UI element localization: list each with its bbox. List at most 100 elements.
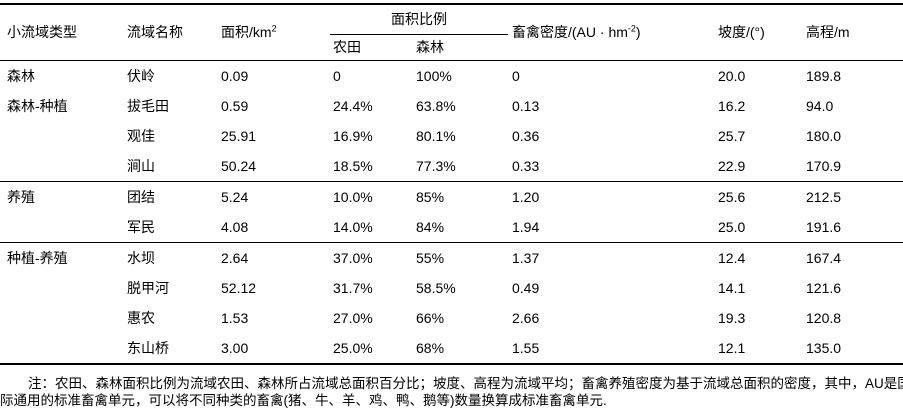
header-area-label: 面积/km	[221, 24, 272, 41]
table-row: 种植-养殖 水坝 2.64 37.0% 55% 1.37 12.4 167.4	[0, 241, 903, 273]
cell-farmland: 37.0%	[330, 241, 413, 273]
cell-slope: 20.0	[718, 67, 746, 84]
cell-farmland: 14.0%	[333, 218, 373, 235]
cell-area: 50.24	[221, 157, 257, 174]
cell-name: 东山桥	[127, 339, 169, 356]
header-density-label: 畜禽密度/(AU · hm	[512, 24, 628, 41]
cell-elevation: 94.0	[806, 97, 834, 114]
table-row: 观佳 25.91 16.9% 80.1% 0.36 25.7 180.0	[0, 121, 903, 151]
cell-elevation: 180.0	[806, 127, 842, 144]
cell-density: 1.20	[508, 180, 715, 212]
cell-slope: 25.6	[715, 180, 803, 212]
table-row: 养殖 团结 5.24 10.0% 85% 1.20 25.6 212.5	[0, 180, 903, 212]
cell-slope: 12.4	[715, 241, 803, 273]
table-row: 森林 伏岭 0.09 0 100% 0 20.0 189.8	[0, 60, 903, 91]
table-row: 涧山 50.24 18.5% 77.3% 0.33 22.9 170.9	[0, 151, 903, 182]
table-body: 森林 伏岭 0.09 0 100% 0 20.0 189.8 森林-种植 拔毛田 0.59 24.4%…	[0, 60, 903, 364]
cell-type	[0, 303, 120, 333]
header-elevation: 高程/m	[806, 24, 850, 41]
cell-forest: 100%	[416, 67, 452, 84]
cell-forest: 63.8%	[416, 97, 456, 114]
cell-type	[0, 151, 120, 182]
cell-elevation: 212.5	[803, 180, 903, 212]
cell-density: 0	[512, 67, 520, 84]
cell-name: 惠农	[127, 309, 155, 326]
cell-forest: 77.3%	[416, 157, 456, 174]
cell-slope: 16.2	[718, 97, 746, 114]
cell-forest: 55%	[413, 241, 508, 273]
cell-density: 2.66	[512, 309, 540, 326]
cell-slope: 14.1	[718, 279, 746, 296]
cell-area: 52.12	[221, 279, 257, 296]
cell-area: 0.09	[221, 67, 249, 84]
cell-slope: 25.0	[718, 218, 746, 235]
table-footnote: 注：农田、森林面积比例为流域农田、森林所占流域总面积百分比；坡度、高程为流域平均…	[0, 375, 903, 409]
cell-farmland: 27.0%	[333, 309, 373, 326]
header-row-sub: 农田 森林	[0, 34, 903, 60]
cell-density: 0.36	[512, 127, 540, 144]
footnote-line-1: 注：农田、森林面积比例为流域农田、森林所占流域总面积百分比；坡度、高程为流域平均…	[28, 375, 903, 391]
cell-forest: 85%	[413, 180, 508, 212]
cell-density: 0.33	[512, 157, 540, 174]
cell-type	[0, 121, 120, 151]
cell-name: 团结	[120, 180, 218, 212]
cell-name: 拔毛田	[127, 97, 169, 114]
cell-density: 1.37	[508, 241, 715, 273]
header-area: 面积/km2	[218, 4, 330, 60]
header-area-ratio-group: 面积比例	[330, 4, 508, 35]
cell-slope: 19.3	[718, 309, 746, 326]
cell-elevation: 135.0	[806, 339, 842, 356]
cell-area: 3.00	[221, 339, 249, 356]
cell-area: 25.91	[221, 127, 257, 144]
cell-farmland: 25.0%	[333, 339, 373, 356]
header-row-top: 小流域类型 流域名称 面积/km2 面积比例 畜禽密度/(AU · hm-2) …	[0, 4, 903, 40]
footnote-line-2: 际通用的标准畜禽单元，可以将不同种类的畜禽(猪、牛、羊、鸡、鸭、鹅等)数量换算成…	[0, 392, 607, 408]
table-row: 军民 4.08 14.0% 84% 1.94 25.0 191.6	[0, 212, 903, 243]
header-livestock-density: 畜禽密度/(AU · hm-2)	[508, 4, 715, 60]
cell-density: 0.13	[512, 97, 540, 114]
cell-name: 伏岭	[127, 67, 155, 84]
cell-name: 脱甲河	[127, 279, 169, 296]
watershed-table: 小流域类型 流域名称 面积/km2 面积比例 畜禽密度/(AU · hm-2) …	[0, 3, 903, 365]
cell-farmland: 10.0%	[330, 180, 413, 212]
cell-farmland: 24.4%	[333, 97, 373, 114]
cell-type: 养殖	[0, 180, 120, 212]
cell-name: 水坝	[120, 241, 218, 273]
cell-type	[0, 273, 120, 303]
cell-density: 1.55	[512, 339, 540, 356]
cell-elevation: 120.8	[806, 309, 842, 326]
cell-name: 观佳	[127, 127, 155, 144]
cell-slope: 22.9	[718, 157, 746, 174]
cell-elevation: 191.6	[806, 218, 842, 235]
cell-type: 种植-养殖	[0, 241, 120, 273]
cell-area: 4.08	[221, 218, 249, 235]
cell-density: 0.49	[512, 279, 540, 296]
cell-elevation: 189.8	[806, 67, 842, 84]
table-row: 东山桥 3.00 25.0% 68% 1.55 12.1 135.0	[0, 333, 903, 364]
cell-forest: 68%	[416, 339, 445, 356]
header-density-superscript: -2	[627, 23, 636, 34]
cell-elevation: 167.4	[803, 241, 903, 273]
cell-elevation: 121.6	[806, 279, 842, 296]
cell-type: 森林-种植	[7, 97, 68, 114]
cell-area: 1.53	[221, 309, 249, 326]
header-watershed-type: 小流域类型	[7, 24, 77, 41]
cell-farmland: 18.5%	[333, 157, 373, 174]
cell-slope: 12.1	[718, 339, 746, 356]
cell-forest: 66%	[416, 309, 445, 326]
cell-area: 2.64	[218, 241, 330, 273]
header-density-close: )	[635, 24, 641, 41]
table-row: 惠农 1.53 27.0% 66% 2.66 19.3 120.8	[0, 303, 903, 333]
table-row: 脱甲河 52.12 31.7% 58.5% 0.49 14.1 121.6	[0, 273, 903, 303]
header-area-superscript: 2	[271, 23, 277, 34]
header-forest: 森林	[416, 39, 444, 55]
cell-area: 5.24	[218, 180, 330, 212]
cell-farmland: 0	[333, 67, 341, 84]
cell-name: 涧山	[127, 157, 155, 174]
header-slope: 坡度/(°)	[718, 24, 765, 41]
cell-elevation: 170.9	[806, 157, 842, 174]
cell-farmland: 16.9%	[333, 127, 373, 144]
cell-area: 0.59	[221, 97, 249, 114]
header-watershed-name: 流域名称	[127, 24, 183, 41]
